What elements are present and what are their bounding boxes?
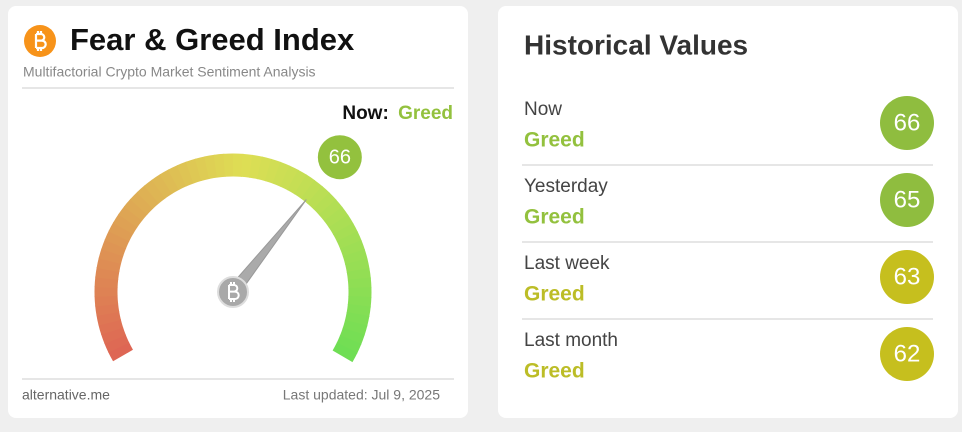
gauge-arc: [108, 260, 110, 270]
gauge-arc: [333, 214, 339, 222]
classification: Greed: [524, 129, 585, 152]
gauge-arc: [106, 296, 107, 306]
gauge-arc: [115, 236, 119, 245]
gauge-arc: [315, 195, 322, 202]
gauge-arc: [259, 168, 268, 170]
gauge-arc: [190, 170, 199, 173]
gauge-arc: [207, 166, 217, 168]
gauge-arc: [327, 207, 333, 214]
gauge-arc: [123, 220, 128, 228]
gauge-arc: [107, 304, 108, 314]
gauge-arc: [300, 184, 308, 189]
classification: Greed: [524, 283, 585, 306]
gauge-arc: [354, 253, 357, 262]
gauge-arc: [293, 180, 301, 185]
gauge-arc: [119, 228, 124, 237]
classification: Greed: [524, 360, 585, 383]
last-updated: Last updated: Jul 9, 2025: [283, 387, 440, 403]
gauge-arc: [358, 270, 359, 280]
subtitle: Multifactorial Crypto Market Sentiment A…: [23, 64, 316, 80]
gauge-arc: [181, 172, 190, 176]
bitcoin-icon: [24, 25, 56, 57]
gauge-arc: [133, 206, 139, 213]
gauge-arc: [110, 252, 113, 261]
gauge-arc: [139, 200, 146, 207]
gauge-arc: [106, 278, 107, 288]
gauge-arc: [268, 170, 277, 173]
history-title: Historical Values: [524, 29, 748, 60]
value: 65: [894, 186, 921, 213]
gauge-arc: [359, 279, 360, 289]
value: 62: [894, 340, 921, 367]
gauge-arc: [285, 176, 294, 180]
gauge-arc: [166, 179, 174, 184]
classification: Greed: [524, 206, 585, 229]
gauge-arc: [356, 314, 358, 324]
period: Last month: [524, 330, 618, 351]
value-label: 66: [329, 146, 351, 168]
gauge-arc: [347, 236, 351, 245]
value: 63: [894, 263, 921, 290]
gauge-arc: [350, 331, 353, 340]
gauge-arc: [173, 176, 182, 180]
gauge-arc: [151, 189, 159, 195]
gauge-arc: [343, 229, 348, 238]
gauge-arc: [215, 165, 225, 166]
gauge-arc: [276, 173, 285, 177]
gauge-arc: [308, 189, 316, 195]
gauge-arc: [338, 221, 343, 229]
gauge-arc: [112, 244, 115, 253]
gauge-arc: [145, 194, 152, 200]
gauge-arc: [118, 347, 123, 356]
gauge-arc: [108, 313, 110, 323]
gauge-arc: [351, 244, 354, 253]
gauge-arc: [354, 323, 357, 332]
now-status: Now: Greed: [342, 103, 453, 124]
gauge-arc: [158, 184, 166, 189]
now-classification: Greed: [398, 103, 453, 124]
period: Now: [524, 99, 562, 120]
period: Yesterday: [524, 176, 608, 197]
gauge-arc: [251, 166, 261, 168]
gauge-arc: [112, 330, 115, 339]
gauge-arc: [198, 168, 207, 170]
gauge-arc: [321, 201, 328, 208]
now-label: Now:: [342, 103, 388, 124]
gauge-arc: [356, 261, 358, 271]
gauge-arc: [358, 305, 359, 315]
gauge-arc: [110, 322, 113, 331]
value: 66: [894, 109, 921, 136]
source: alternative.me: [22, 387, 110, 403]
gauge-arc: [107, 269, 108, 279]
gauge-arc: [343, 348, 348, 357]
gauge-arc: [359, 296, 360, 306]
gauge-arc: [347, 340, 351, 349]
gauge-arc: [115, 339, 119, 348]
gauge-arc: [242, 165, 252, 166]
period: Last week: [524, 253, 610, 274]
gauge-arc: [128, 213, 134, 221]
title: Fear & Greed Index: [70, 22, 355, 57]
